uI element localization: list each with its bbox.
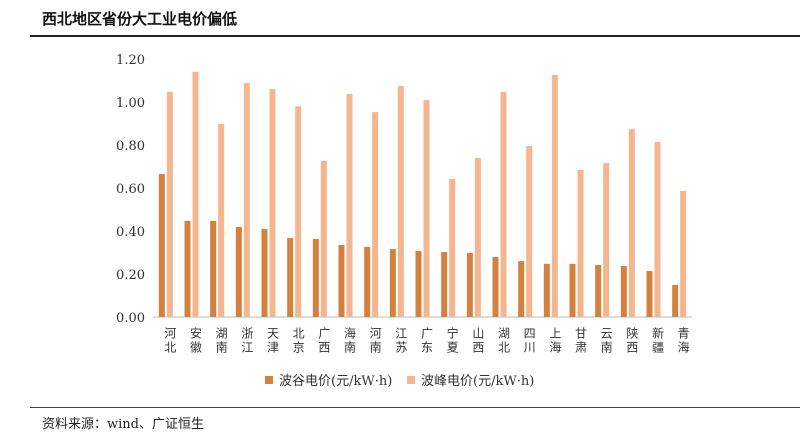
valley-price-bar (184, 220, 191, 317)
x-category-label: 河北 (163, 327, 177, 355)
y-tick-label: 1.20 (116, 53, 145, 68)
peak-price-bar (500, 91, 507, 318)
valley-price-bar (210, 220, 217, 317)
x-category-label: 甘肃 (574, 327, 588, 355)
legend-label: 波峰电价(元/kW·h) (421, 374, 534, 389)
x-category-label: 海南 (343, 326, 357, 355)
peak-price-bar (628, 129, 635, 317)
valley-price-bar (595, 264, 602, 317)
peak-price-bar (346, 94, 353, 317)
x-category-label: 宁夏 (445, 326, 459, 355)
x-category-label: 青海 (676, 327, 690, 355)
valley-price-bar (415, 250, 422, 317)
valley-price-bar (543, 263, 550, 317)
valley-price-bar (312, 238, 319, 317)
x-category-label: 陕西 (625, 326, 639, 355)
peak-price-bar (320, 160, 327, 317)
title-divider (30, 35, 800, 37)
x-category-label: 四川 (522, 327, 536, 355)
valley-price-bar (441, 252, 448, 317)
peak-price-bar (372, 112, 379, 317)
peak-price-bar (243, 83, 250, 317)
y-tick-label: 0.60 (116, 182, 145, 197)
valley-price-bar (158, 174, 165, 317)
y-tick-label: 1.00 (116, 96, 145, 111)
legend-swatch (407, 376, 415, 384)
x-category-label: 广东 (420, 327, 434, 355)
x-category-label: 江苏 (394, 327, 408, 355)
peak-price-bar (423, 100, 430, 317)
x-category-label: 上海 (548, 327, 562, 355)
valley-price-bar (569, 263, 576, 317)
valley-price-bar (287, 238, 294, 317)
source-note: 资料来源：wind、广证恒生 (42, 417, 204, 432)
legend-swatch (265, 376, 273, 384)
x-category-label: 湖北 (497, 326, 511, 355)
valley-price-bar (646, 270, 653, 317)
peak-price-bar (295, 106, 302, 317)
chart-title: 西北地区省份大工业电价偏低 (42, 10, 238, 28)
legend-label: 波谷电价(元/kW·h) (279, 374, 392, 389)
peak-price-bar (551, 74, 558, 317)
valley-price-bar (492, 257, 499, 317)
x-category-label: 河南 (368, 327, 382, 355)
valley-price-bar (620, 266, 627, 317)
valley-price-bar (364, 246, 371, 317)
valley-price-bar (261, 229, 268, 317)
valley-price-bar (389, 249, 396, 317)
peak-price-bar (577, 169, 584, 317)
peak-price-bar (269, 89, 276, 317)
peak-price-bar (449, 178, 456, 317)
x-category-label: 新疆 (651, 326, 665, 355)
y-tick-label: 0.40 (116, 225, 145, 240)
peak-price-bar (526, 146, 533, 317)
x-category-label: 天津 (266, 327, 280, 355)
peak-price-bar (654, 141, 661, 317)
peak-price-bar (474, 157, 481, 317)
peak-price-bar (192, 71, 199, 318)
y-tick-label: 0.80 (116, 139, 145, 154)
peak-price-bar (166, 91, 173, 318)
valley-price-bar (338, 244, 345, 317)
x-category-label: 云南 (599, 327, 613, 355)
valley-price-bar (235, 226, 242, 317)
x-category-label: 山西 (471, 327, 485, 355)
peak-price-bar (397, 86, 404, 317)
y-tick-label: 0.20 (116, 268, 145, 283)
source-divider (30, 407, 800, 408)
x-category-label: 浙江 (240, 327, 254, 355)
peak-price-bar (603, 163, 610, 317)
peak-price-bar (218, 123, 225, 318)
valley-price-bar (518, 261, 525, 317)
x-category-label: 广西 (317, 327, 331, 355)
y-tick-label: 0.00 (116, 311, 145, 326)
peak-price-bar (680, 191, 687, 317)
valley-price-bar (466, 252, 473, 317)
x-category-label: 湖南 (214, 326, 228, 355)
valley-price-bar (672, 284, 679, 317)
x-category-label: 安徽 (189, 326, 203, 355)
x-category-label: 北京 (291, 327, 305, 355)
